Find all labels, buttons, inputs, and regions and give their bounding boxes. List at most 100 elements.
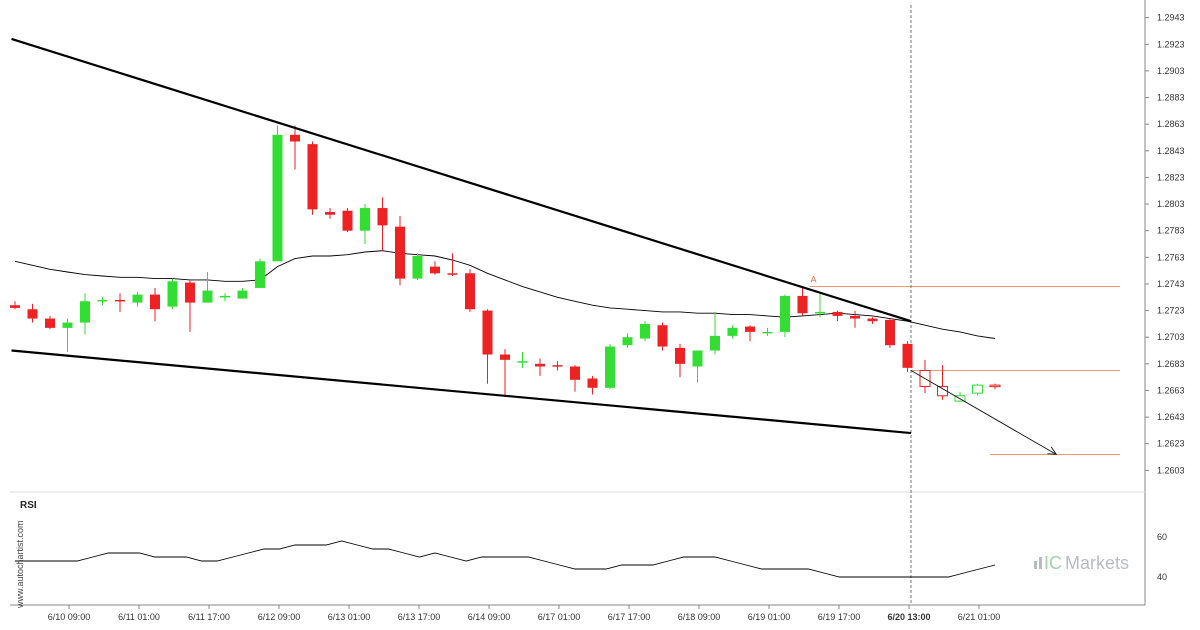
candle-body bbox=[535, 363, 545, 367]
upper-trendline bbox=[11, 37, 912, 323]
axis-lines bbox=[10, 0, 1146, 606]
candle-body bbox=[710, 335, 720, 351]
price-tick-label: 1.2723 bbox=[1157, 306, 1185, 316]
candle-body bbox=[465, 273, 475, 310]
candle bbox=[132, 291, 143, 307]
candle-body bbox=[115, 299, 125, 302]
candle-body bbox=[62, 322, 73, 328]
candle bbox=[675, 343, 685, 378]
price-tick-label: 1.2663 bbox=[1157, 385, 1185, 395]
candle-body bbox=[447, 273, 458, 275]
candle bbox=[692, 350, 703, 383]
candle-body bbox=[657, 325, 668, 347]
candle bbox=[62, 318, 73, 352]
time-tick-label: 6/19 01:00 bbox=[748, 612, 791, 622]
candle bbox=[150, 287, 160, 322]
candle bbox=[272, 125, 283, 262]
candle-body bbox=[272, 134, 283, 262]
candle bbox=[552, 361, 563, 371]
candle bbox=[45, 315, 55, 330]
candle bbox=[237, 287, 248, 299]
candle bbox=[902, 341, 913, 372]
candle-body bbox=[377, 208, 388, 226]
candle bbox=[762, 327, 773, 336]
time-tick-label: 6/10 09:00 bbox=[48, 612, 91, 622]
time-tick-label: 6/18 09:00 bbox=[678, 612, 721, 622]
candle bbox=[202, 271, 213, 303]
candle-body bbox=[395, 226, 405, 279]
price-tick-label: 1.2683 bbox=[1157, 359, 1185, 369]
time-tick-label: 6/13 01:00 bbox=[328, 612, 371, 622]
candle bbox=[115, 293, 125, 312]
price-tick-label: 1.2863 bbox=[1157, 119, 1185, 129]
candle bbox=[167, 278, 178, 310]
candle-body bbox=[675, 347, 685, 364]
time-tick-label: 6/11 01:00 bbox=[118, 612, 160, 622]
candles-layer bbox=[10, 125, 1001, 402]
candle bbox=[517, 351, 528, 368]
candle-body bbox=[885, 319, 895, 346]
candle-body bbox=[517, 361, 528, 363]
candle bbox=[605, 343, 615, 390]
candle bbox=[412, 253, 423, 280]
candle bbox=[867, 317, 878, 324]
candle bbox=[465, 269, 475, 312]
candle-body bbox=[80, 301, 90, 323]
candle-body bbox=[727, 327, 738, 336]
candle-body bbox=[290, 134, 300, 142]
moving-average-line bbox=[14, 250, 996, 339]
candle bbox=[185, 279, 195, 332]
candle bbox=[255, 258, 265, 288]
candle-body bbox=[255, 261, 265, 288]
candle-body bbox=[237, 290, 248, 299]
time-tick-label: 6/14 09:00 bbox=[468, 612, 511, 622]
candle-body bbox=[167, 281, 178, 307]
forecast-arrowhead bbox=[1047, 446, 1058, 455]
price-tick-label: 1.2643 bbox=[1157, 412, 1185, 422]
candle-body bbox=[482, 310, 493, 355]
candle-body bbox=[780, 295, 790, 332]
price-tick-label: 1.2943 bbox=[1157, 13, 1185, 23]
candle bbox=[290, 125, 300, 170]
candle bbox=[885, 318, 895, 348]
price-axis-ticks: 1.2943 1.2923 1.2903 1.2883 1.2863 1.2843 1.28… bbox=[1145, 13, 1185, 475]
candle-body bbox=[989, 384, 1001, 388]
candle bbox=[727, 325, 738, 339]
candle bbox=[832, 310, 843, 322]
price-tick-label: 1.2883 bbox=[1157, 93, 1185, 103]
candle-body bbox=[412, 255, 423, 279]
candle-body bbox=[867, 318, 878, 322]
candle-body bbox=[815, 311, 825, 314]
candle bbox=[325, 208, 335, 219]
candle-body bbox=[605, 346, 615, 388]
candle-body bbox=[132, 294, 143, 303]
time-tick-label: 6/12 09:00 bbox=[258, 612, 301, 622]
candle-body bbox=[45, 318, 55, 328]
candle bbox=[850, 310, 860, 328]
watermark-text: www.autochartist.com bbox=[15, 520, 25, 609]
time-tick-label: 6/11 17:00 bbox=[188, 612, 230, 622]
candle-body bbox=[850, 315, 860, 319]
candle-body bbox=[220, 295, 230, 298]
candle-body bbox=[832, 311, 843, 316]
price-tick-label: 1.2923 bbox=[1157, 39, 1185, 49]
time-tick-label: 6/13 17:00 bbox=[398, 612, 441, 622]
brand-mark bbox=[1039, 557, 1042, 569]
moving-average-layer bbox=[14, 250, 996, 339]
candle bbox=[500, 349, 510, 396]
candle bbox=[430, 261, 440, 275]
price-tick-label: 1.2903 bbox=[1157, 66, 1185, 76]
candle bbox=[710, 311, 720, 355]
candle-body bbox=[570, 366, 580, 380]
candle-body bbox=[500, 354, 510, 360]
candle bbox=[377, 197, 388, 251]
candle bbox=[989, 383, 1001, 390]
candle bbox=[97, 297, 108, 306]
brand-logo: IC Markets bbox=[1034, 553, 1129, 573]
price-tick-label: 1.2783 bbox=[1157, 226, 1185, 236]
candle bbox=[657, 322, 668, 351]
price-tick-label: 1.2703 bbox=[1157, 332, 1185, 342]
brand-name: Markets bbox=[1065, 553, 1129, 573]
candle bbox=[780, 294, 790, 338]
